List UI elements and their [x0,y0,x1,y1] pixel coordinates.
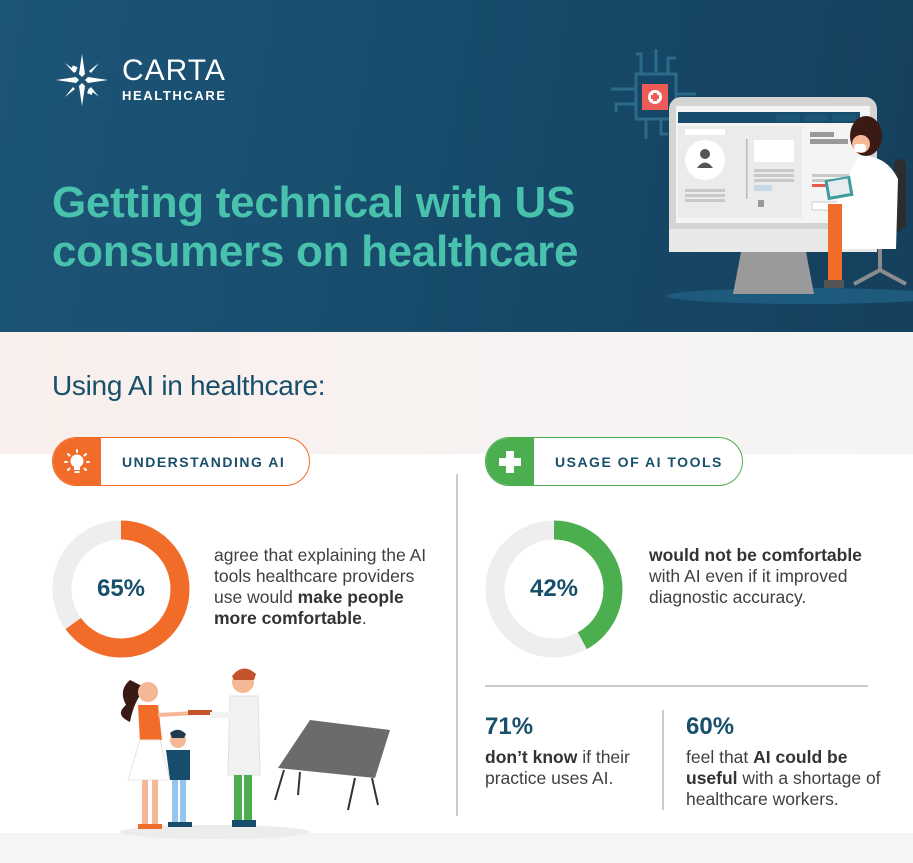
doctor-at-computer-illustration [596,44,913,314]
row-divider [485,685,868,687]
section-title: Using AI in healthcare: [52,370,326,401]
donut-chart-42: 42% [484,519,624,659]
brand-name: CARTA [122,54,226,87]
section-header-band [0,332,913,454]
page-title: Getting technical with US consumers on h… [52,178,579,276]
stat-value-60: 60% [686,713,735,740]
stat-value: 65% [96,575,146,602]
stat-description: would not be comfortable with AI even if… [649,545,862,607]
donut-chart-65: 65% [51,519,191,659]
footer-band [0,833,913,863]
stat-value: 42% [529,575,579,602]
understanding-ai-pill: UNDERSTANDING AI [52,437,310,486]
family-with-doctor-illustration [100,660,410,850]
stat-description: feel that AI could be useful with a shor… [686,747,881,809]
plus-icon [486,438,534,485]
pill-label: UNDERSTANDING AI [122,453,286,470]
column-divider [456,474,458,816]
pill-label: USAGE OF AI TOOLS [555,453,723,470]
brand-logo[interactable]: CARTA HEALTHCARE [52,50,227,110]
usage-of-ai-tools-pill: USAGE OF AI TOOLS [485,437,743,486]
hero-banner: CARTA HEALTHCARE Getting technical with … [0,0,913,332]
stat-description: agree that explaining the AI tools healt… [214,545,427,628]
stat-value-71: 71% [485,713,534,740]
lightbulb-icon [53,438,101,485]
substat-divider [662,710,664,810]
brand-subtitle: HEALTHCARE [122,88,227,103]
stat-description: don’t know if their practice uses AI. [485,747,630,788]
star-logo-icon [52,50,112,110]
